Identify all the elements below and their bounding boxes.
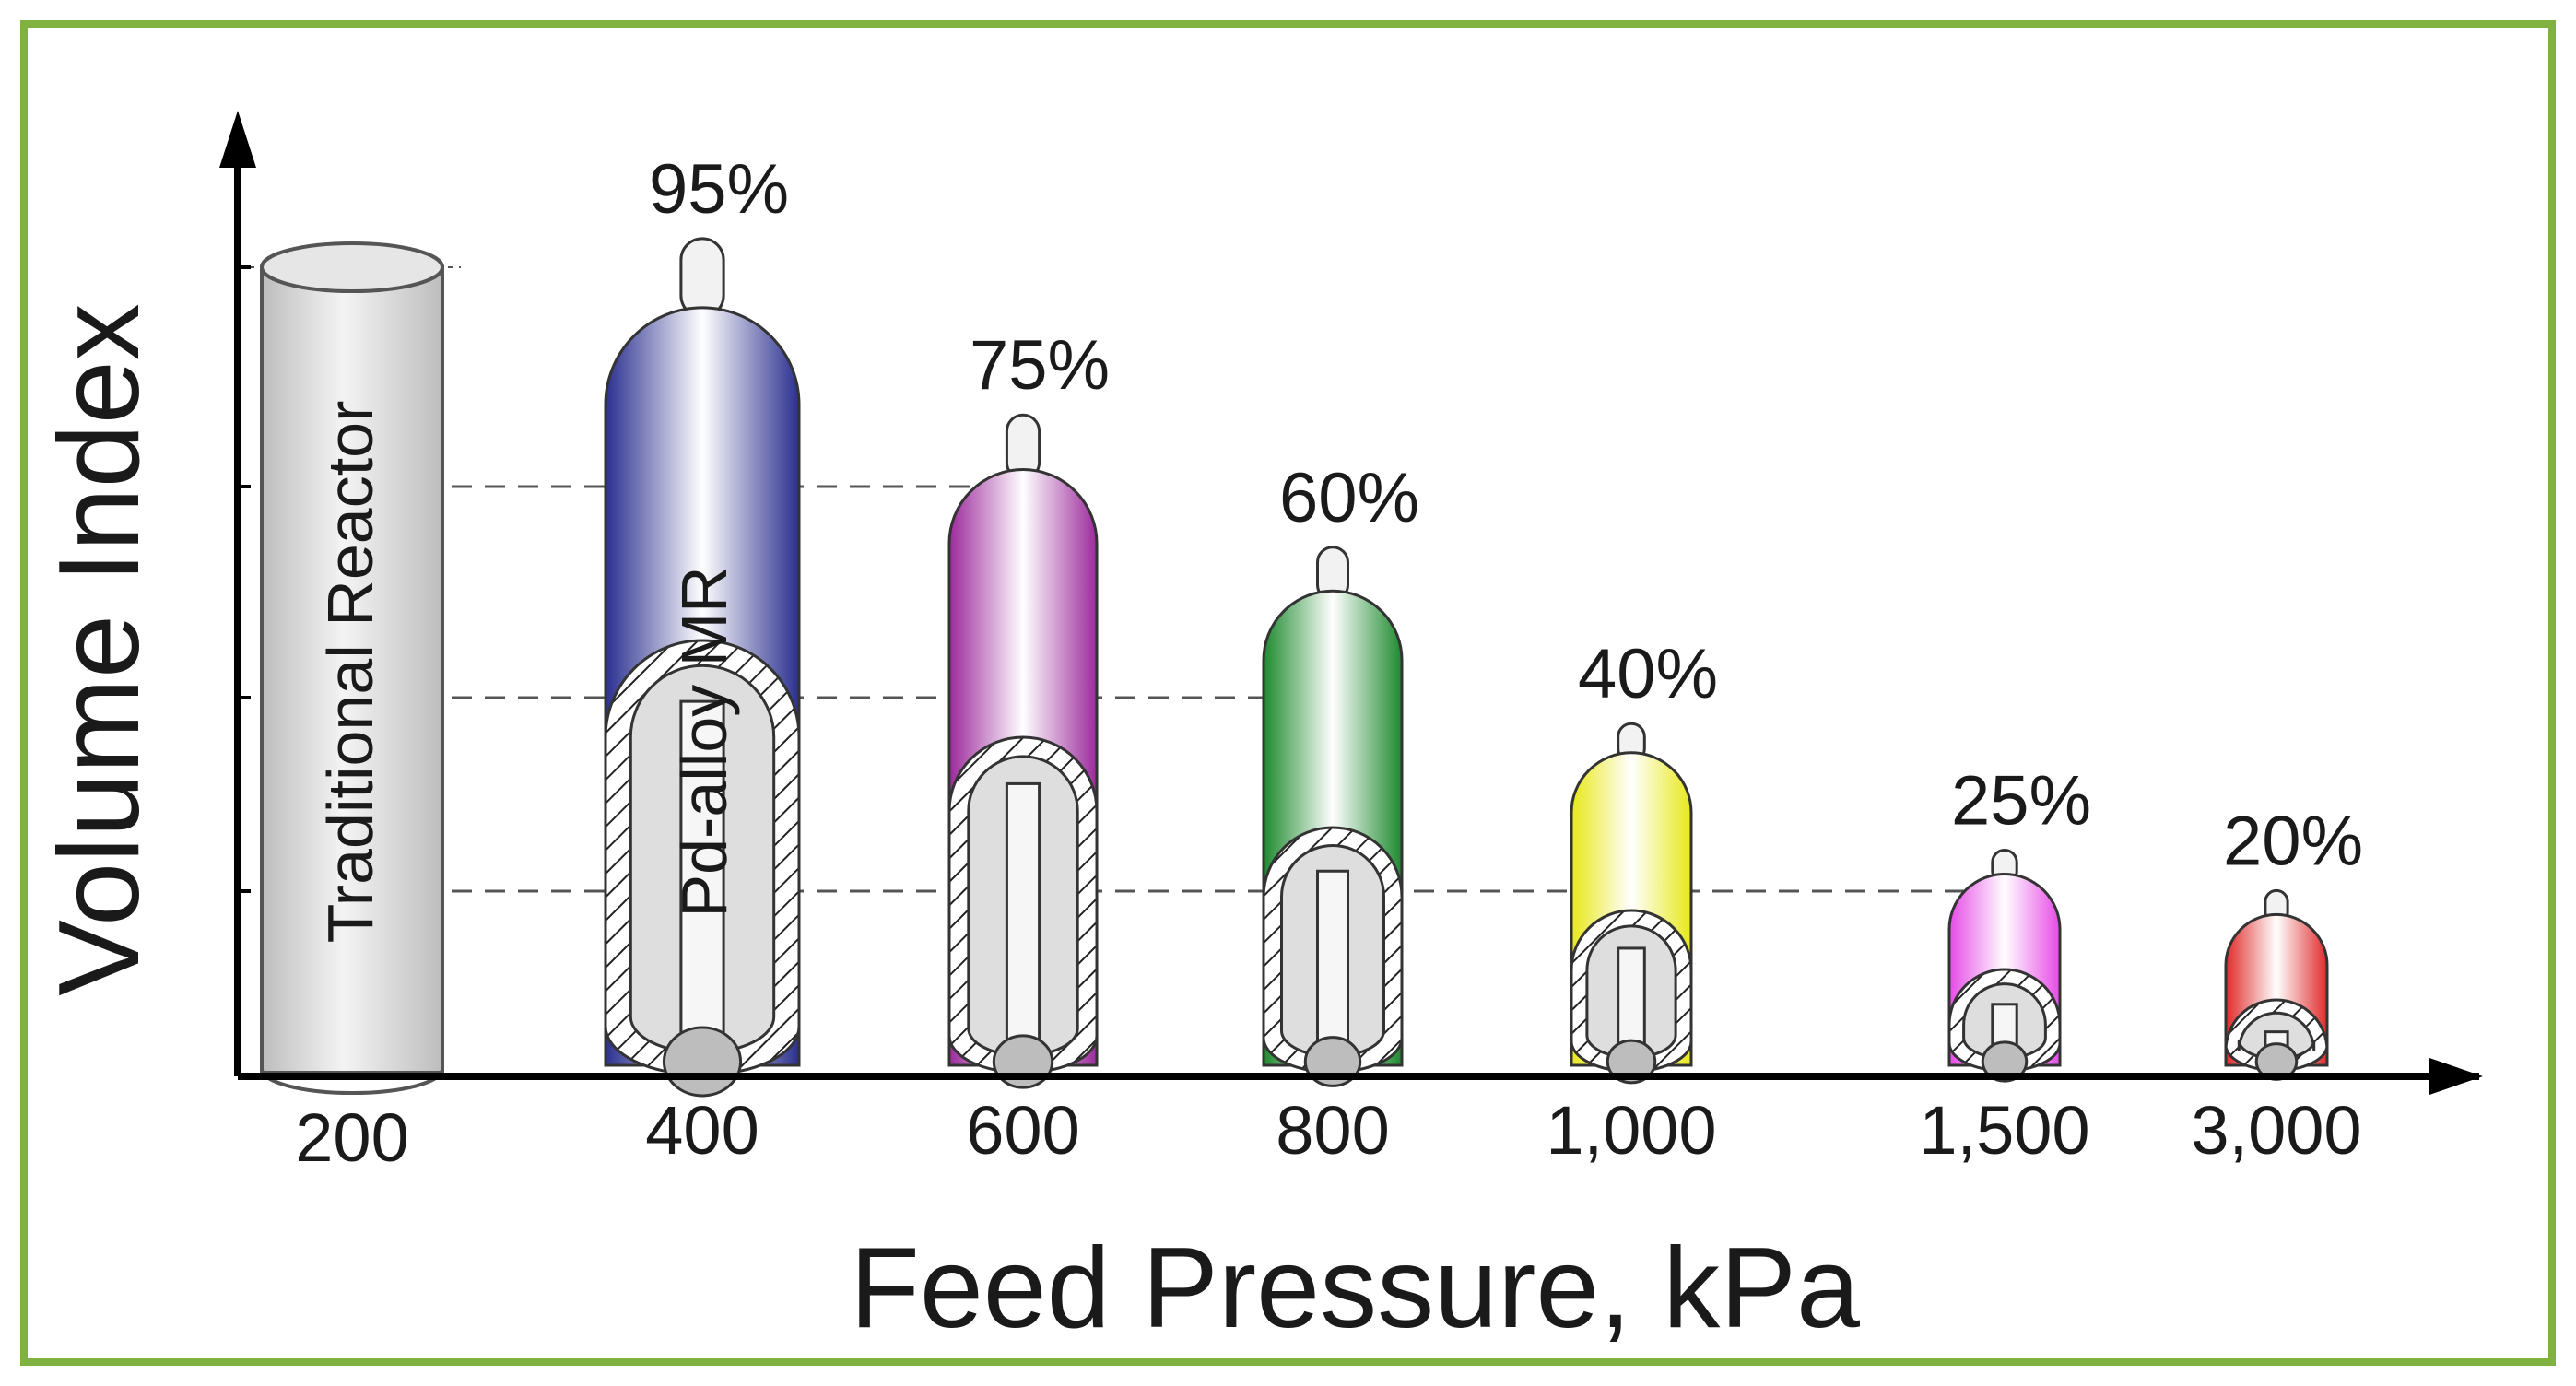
x-axis-title: Feed Pressure, kPa <box>850 1225 1860 1352</box>
bar-vessel-400 <box>604 237 801 1098</box>
vessel-permeate-tube <box>1316 869 1349 1065</box>
data-label-400: 95% <box>649 150 789 229</box>
data-label-600: 75% <box>970 326 1110 405</box>
bar-traditional-reactor <box>260 241 444 1095</box>
data-label-1500: 25% <box>1951 762 2091 840</box>
traditional-reactor-top <box>260 241 444 293</box>
vessel-permeate-tube <box>679 699 725 1065</box>
membrane-reactor-label: Pd-alloy MR <box>668 566 740 917</box>
bar-vessel-600 <box>947 413 1099 1089</box>
vessel-outlet <box>662 1026 743 1098</box>
x-tick-label-800: 800 <box>1276 1092 1389 1169</box>
x-tick-label-200: 200 <box>295 1099 408 1176</box>
traditional-reactor-body <box>260 265 444 1075</box>
x-axis-arrow <box>2429 1058 2483 1095</box>
bar-vessel-1000 <box>1570 722 1693 1085</box>
x-tick-label-600: 600 <box>966 1092 1079 1169</box>
vessel-outlet <box>1981 1040 2029 1083</box>
x-tick-label-1500: 1,500 <box>1919 1092 2089 1169</box>
x-tick-label-1000: 1,000 <box>1546 1092 1716 1169</box>
x-tick-label-400: 400 <box>645 1092 759 1169</box>
y-axis-arrow <box>219 111 256 168</box>
vessel-permeate-tube <box>1005 781 1041 1065</box>
data-label-1000: 40% <box>1578 635 1718 713</box>
y-axis-title: Volume Index <box>36 303 163 995</box>
data-label-800: 60% <box>1279 459 1419 537</box>
data-label-3000: 20% <box>2223 802 2363 880</box>
figure-border <box>20 20 2556 1366</box>
vessel-nozzle <box>679 237 725 319</box>
bar-vessel-1500 <box>1947 849 2062 1083</box>
vessel-outlet <box>1606 1039 1657 1085</box>
traditional-reactor-label: Traditional Reactor <box>314 401 386 944</box>
bar-vessel-3000 <box>2224 888 2329 1081</box>
x-tick-label-3000: 3,000 <box>2191 1092 2361 1169</box>
bar-vessel-800 <box>1262 546 1404 1087</box>
